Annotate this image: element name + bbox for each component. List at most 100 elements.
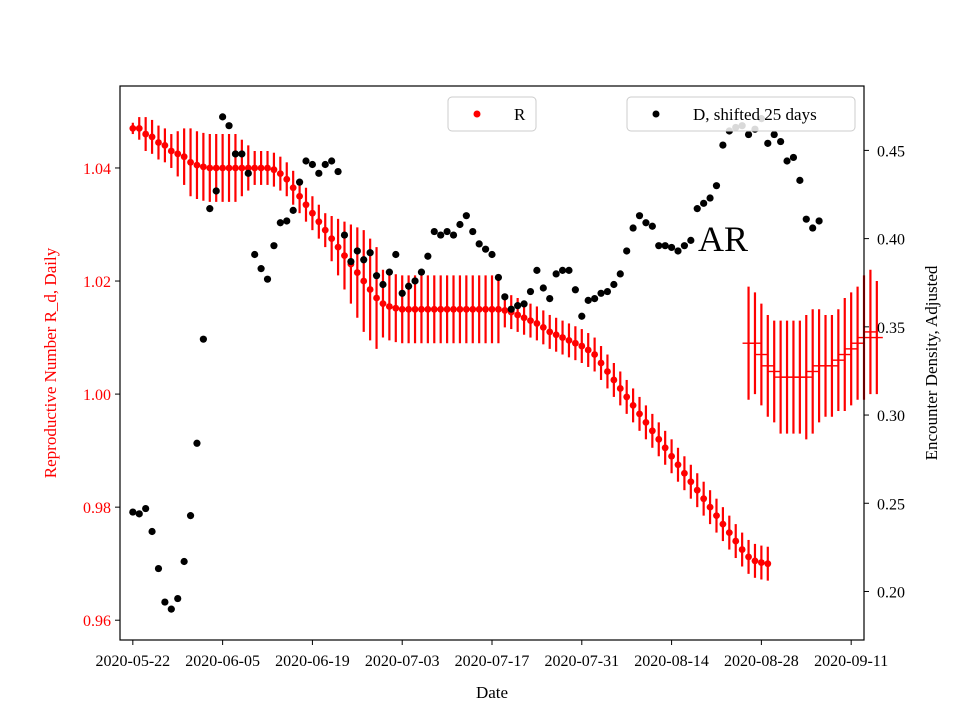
x-axis-label: Date (476, 683, 508, 702)
d-point (770, 130, 778, 139)
r-point (584, 346, 592, 354)
d-point (777, 137, 785, 146)
d-point (552, 270, 560, 278)
r-point (206, 164, 214, 172)
r-point (174, 150, 182, 158)
d-point (674, 247, 682, 255)
d-point (328, 157, 336, 165)
d-point (212, 187, 220, 195)
d-point (700, 199, 708, 207)
d-point (687, 236, 695, 244)
r-point (591, 351, 599, 358)
d-point (443, 227, 451, 236)
r-point (488, 305, 496, 313)
r-point (533, 320, 541, 327)
r-point (713, 512, 720, 520)
d-point (494, 273, 503, 282)
legend-d-label: D, shifted 25 days (693, 105, 817, 124)
d-point (693, 205, 701, 213)
r-point (604, 368, 611, 375)
r-point (597, 359, 605, 367)
r-point (559, 334, 566, 341)
r-point (546, 328, 554, 336)
r-point (757, 559, 765, 566)
d-point (180, 557, 188, 566)
d-point (430, 227, 438, 236)
d-point (449, 231, 458, 239)
y-axis-left-label: Reproductive Number R_d, Daily (41, 247, 60, 478)
d-point (405, 282, 413, 290)
r-point (732, 537, 740, 545)
d-point (174, 594, 182, 603)
d-point (623, 247, 631, 255)
r-point (225, 164, 233, 172)
r-point (430, 305, 438, 313)
r-point (738, 546, 746, 553)
d-point (315, 169, 323, 177)
d-point (719, 141, 727, 149)
r-point (578, 342, 586, 350)
d-point (244, 169, 252, 177)
d-point (289, 206, 297, 214)
r-point (334, 243, 342, 251)
d-point (469, 227, 477, 236)
r-point (495, 305, 502, 313)
r-point (257, 164, 265, 172)
r-point (706, 503, 714, 511)
d-point (475, 240, 483, 248)
r-point (180, 153, 188, 161)
d-point (379, 280, 387, 289)
x-axis: 2020-05-22 2020-06-05 2020-06-19 2020-07-03… (95, 640, 888, 670)
d-point (712, 182, 721, 190)
d-point (238, 150, 246, 158)
r-point (424, 305, 432, 313)
d-point (546, 295, 554, 303)
d-point (154, 564, 163, 573)
r-point (161, 141, 169, 149)
r-point (212, 164, 220, 172)
r-point (520, 314, 528, 322)
r-point (385, 303, 393, 310)
d-point (789, 153, 798, 162)
r-point (539, 323, 547, 331)
d-point (667, 243, 676, 252)
r-point (629, 401, 637, 409)
y-axis-left: 0.96 0.98 1.00 1.02 1.04 (83, 161, 120, 630)
r-point (610, 376, 618, 384)
d-point (219, 113, 227, 121)
d-point (488, 250, 496, 259)
r-point (135, 124, 143, 132)
d-point (481, 245, 490, 253)
r-point (321, 226, 329, 234)
r-point (475, 305, 483, 313)
x-tick-label: 2020-06-19 (275, 653, 350, 670)
r-point (366, 286, 374, 293)
d-point (764, 139, 772, 147)
r-point (193, 161, 201, 169)
x-tick-label: 2020-07-03 (365, 653, 440, 670)
r-point (514, 311, 522, 319)
r-point (623, 393, 631, 401)
d-point (334, 167, 342, 176)
r-point (379, 300, 387, 308)
r-point (148, 133, 156, 141)
y-left-tick-label: 1.00 (83, 387, 111, 404)
r-point (745, 553, 752, 561)
d-point (283, 217, 291, 225)
r-point (655, 435, 663, 443)
r-point (661, 444, 669, 452)
r-point (232, 164, 239, 172)
r-point (276, 170, 284, 178)
d-point (231, 150, 240, 158)
d-point (424, 252, 432, 260)
d-point (411, 277, 419, 285)
d-point (276, 219, 284, 227)
y-left-tick-label: 1.04 (83, 161, 111, 178)
d-point (437, 231, 445, 239)
r-point (219, 164, 227, 172)
r-point (636, 410, 643, 418)
r-series (129, 117, 772, 581)
r-point (482, 305, 489, 313)
d-point (366, 249, 374, 257)
r-point (199, 163, 207, 171)
